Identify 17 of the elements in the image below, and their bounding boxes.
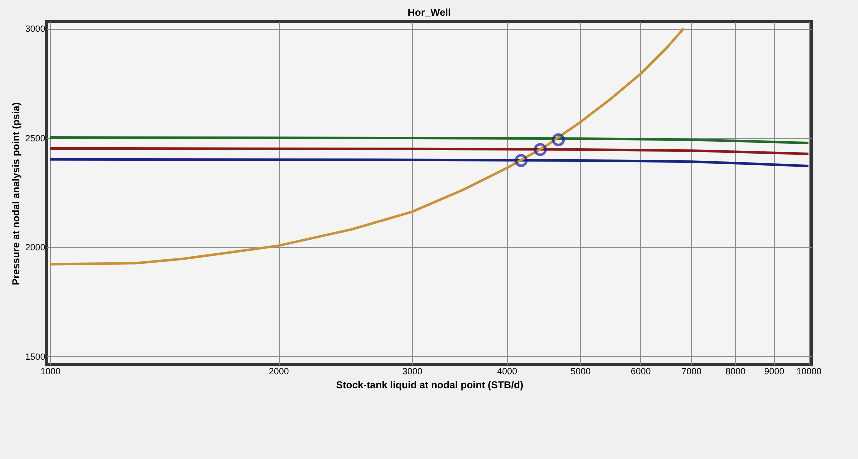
x-axis-title: Stock-tank liquid at nodal point (STB/d) — [336, 380, 524, 392]
y-tick-label: 2500 — [25, 133, 46, 144]
chart-title: Hor_Well — [408, 8, 452, 19]
x-tick-label: 10000 — [796, 366, 822, 376]
y-tick-label: 2000 — [25, 242, 46, 253]
x-tick-label: 7000 — [682, 366, 702, 376]
y-tick-label: 1500 — [25, 352, 46, 362]
y-tick-label: 3000 — [25, 24, 46, 34]
x-tick-label: 2000 — [269, 366, 290, 376]
x-tick-label: 4000 — [497, 366, 518, 376]
y-axis-title: Pressure at nodal analysis point (psia) — [11, 102, 22, 286]
x-tick-label: 1000 — [40, 366, 61, 376]
x-tick-label: 8000 — [726, 366, 746, 376]
x-tick-label: 5000 — [570, 366, 591, 376]
x-tick-label: 3000 — [402, 366, 423, 376]
x-tick-label: 9000 — [764, 366, 785, 376]
x-tick-label: 6000 — [630, 366, 651, 376]
